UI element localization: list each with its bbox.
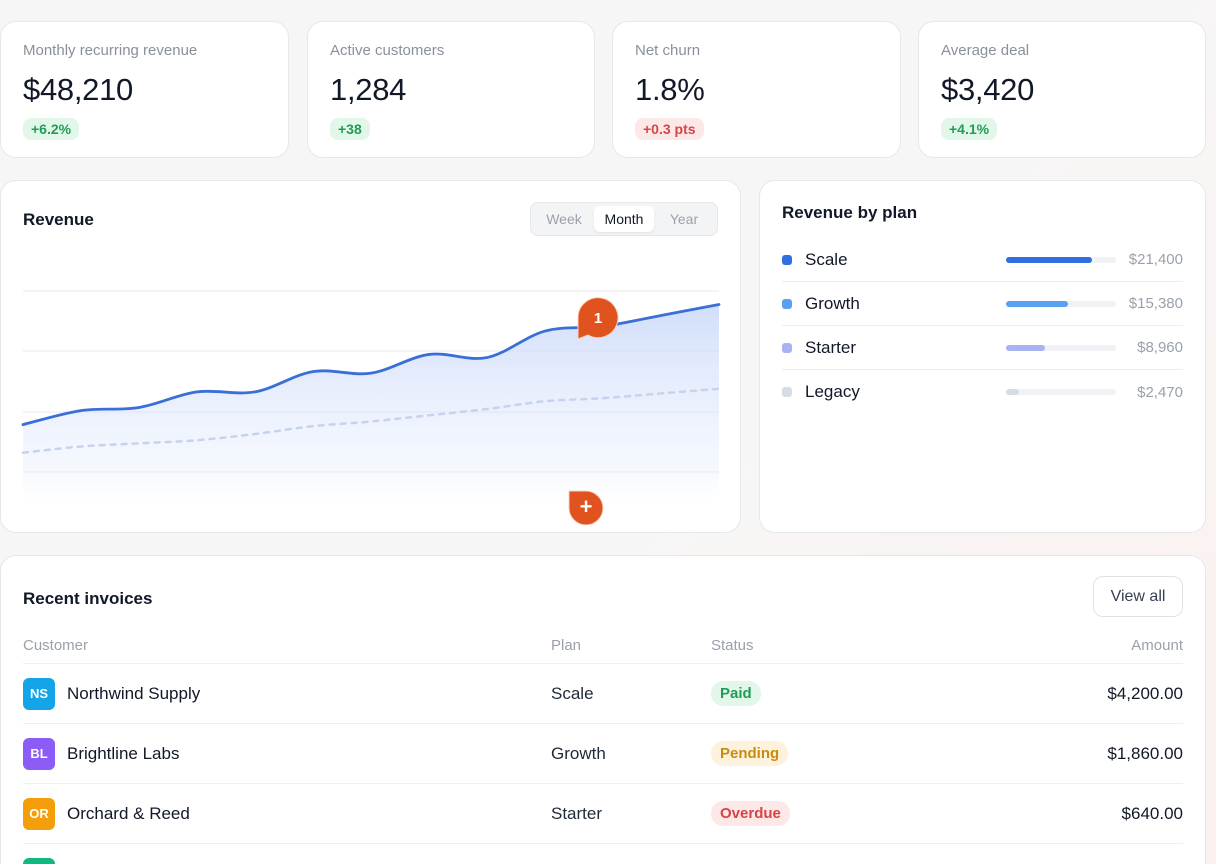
kpi-label: Average deal xyxy=(941,42,1030,59)
table-row[interactable]: NS Northwind Supply Scale Paid $4,200.00 xyxy=(23,664,1183,724)
status-badge: Pending xyxy=(711,741,789,766)
kpi-value: $3,420 xyxy=(941,72,1035,107)
revenue-card: Revenue Week Month Year 1 + xyxy=(0,180,741,533)
plan-color-dot xyxy=(782,254,792,265)
kpi-card-customers: Active customers 1,284 +38 xyxy=(307,21,595,158)
plan-amount: $15,380 xyxy=(1128,295,1183,312)
kpi-value: 1.8% xyxy=(635,72,705,107)
amount-cell: $4,200.00 xyxy=(1107,683,1183,703)
invoices-title: Recent invoices xyxy=(23,589,153,608)
kpi-label: Net churn xyxy=(635,42,701,59)
range-week-button[interactable]: Week xyxy=(546,211,582,227)
range-year-button[interactable]: Year xyxy=(669,211,699,227)
numbered-pin-icon xyxy=(577,297,619,340)
amount-cell: $640.00 xyxy=(1121,803,1183,823)
kpi-delta-badge: +4.1% xyxy=(941,118,998,140)
kpi-delta-badge: +6.2% xyxy=(23,118,80,140)
table-row[interactable] xyxy=(23,844,1183,864)
kpi-card-average-deal: Average deal $3,420 +4.1% xyxy=(918,21,1206,158)
kpi-card-churn: Net churn 1.8% +0.3 pts xyxy=(612,21,901,158)
column-header-amount[interactable]: Amount xyxy=(1131,637,1183,654)
status-cell: Paid xyxy=(711,681,911,706)
customer-cell xyxy=(23,857,551,864)
revenue-title: Revenue xyxy=(23,210,94,229)
plan-share-bar xyxy=(1006,256,1116,263)
plan-name: Scale xyxy=(805,249,848,269)
add-pin-icon xyxy=(568,490,604,526)
plan-color-dot xyxy=(782,387,792,397)
customer-cell: BL Brightline Labs xyxy=(23,737,551,770)
table-header: Customer Plan Status Amount xyxy=(23,628,1183,664)
status-badge: Overdue xyxy=(711,801,790,826)
plan-share-bar xyxy=(1006,389,1116,395)
plan-amount: $8,960 xyxy=(1137,339,1183,356)
plan-list: Scale $21,400 Growth $15,380 Starter $8,… xyxy=(782,238,1183,414)
kpi-value: 1,284 xyxy=(330,72,407,107)
pin-label: + xyxy=(580,494,593,519)
kpi-label: Monthly recurring revenue xyxy=(23,42,198,59)
plan-row-growth: Growth $15,380 xyxy=(782,282,1183,326)
plan-row-scale: Scale $21,400 xyxy=(782,238,1183,282)
table-row[interactable]: OR Orchard & Reed Starter Overdue $640.0… xyxy=(23,784,1183,844)
view-all-button[interactable]: View all xyxy=(1093,576,1183,617)
avatar xyxy=(23,857,55,864)
customer-cell: NS Northwind Supply xyxy=(23,677,551,710)
comparison-line xyxy=(21,387,721,454)
status-badge: Paid xyxy=(711,681,761,706)
column-header-plan[interactable]: Plan xyxy=(551,637,582,654)
annotation-pin-add[interactable]: + xyxy=(568,490,604,526)
range-month-button[interactable]: Month xyxy=(594,206,654,232)
customer-name[interactable]: Brightline Labs xyxy=(67,743,180,763)
plans-title: Revenue by plan xyxy=(782,203,918,222)
customer-name[interactable]: Orchard & Reed xyxy=(67,803,190,823)
kpi-value: $48,210 xyxy=(23,72,133,107)
avatar: NS xyxy=(23,677,55,710)
pin-label: 1 xyxy=(594,310,602,327)
plan-share-bar xyxy=(1006,300,1116,307)
customer-name[interactable]: Northwind Supply xyxy=(67,683,201,703)
annotation-pin-1[interactable]: 1 xyxy=(577,297,619,340)
status-cell: Pending xyxy=(711,741,911,766)
plan-row-legacy: Legacy $2,470 xyxy=(782,370,1183,414)
revenue-chart: 1 + xyxy=(21,290,721,526)
avatar: BL xyxy=(23,737,55,770)
recent-invoices-card: Recent invoices View all Customer Plan S… xyxy=(0,555,1206,864)
column-header-customer[interactable]: Customer xyxy=(23,637,89,654)
plan-color-dot xyxy=(782,298,792,309)
plan-cell: Starter xyxy=(551,803,603,823)
kpi-card-mrr: Monthly recurring revenue $48,210 +6.2% xyxy=(0,21,289,158)
invoices-table: Customer Plan Status Amount NS Northwind… xyxy=(23,628,1183,864)
plan-cell: Scale xyxy=(551,683,594,703)
avatar: OR xyxy=(23,797,55,830)
plan-color-dot xyxy=(782,342,792,353)
table-row[interactable]: BL Brightline Labs Growth Pending $1,860… xyxy=(23,724,1183,784)
range-toggle: Week Month Year xyxy=(530,202,718,236)
status-cell: Overdue xyxy=(711,801,911,826)
revenue-area xyxy=(23,304,719,501)
amount-cell: $1,860.00 xyxy=(1107,743,1183,763)
plan-cell: Growth xyxy=(551,743,606,763)
column-header-status[interactable]: Status xyxy=(711,637,754,654)
plan-amount: $21,400 xyxy=(1128,251,1183,268)
plan-name: Growth xyxy=(805,293,860,313)
kpi-delta-badge: +38 xyxy=(330,118,370,140)
plan-name: Starter xyxy=(805,337,857,357)
plan-row-starter: Starter $8,960 xyxy=(782,326,1183,370)
plan-share-bar xyxy=(1006,344,1116,351)
kpi-label: Active customers xyxy=(330,42,445,59)
revenue-by-plan-card: Revenue by plan Scale $21,400 Growth $15… xyxy=(759,180,1206,533)
plan-name: Legacy xyxy=(805,382,860,401)
customer-cell: OR Orchard & Reed xyxy=(23,797,551,830)
plan-amount: $2,470 xyxy=(1137,383,1183,401)
kpi-delta-badge: +0.3 pts xyxy=(635,118,704,140)
